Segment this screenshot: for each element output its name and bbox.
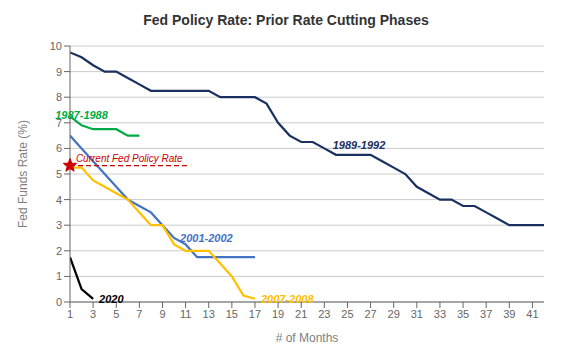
svg-text:3: 3 <box>90 308 96 320</box>
svg-text:8: 8 <box>56 91 62 103</box>
svg-text:21: 21 <box>295 308 307 320</box>
svg-text:7: 7 <box>55 116 62 129</box>
svg-text:1: 1 <box>56 270 62 282</box>
svg-text:2: 2 <box>56 245 62 257</box>
svg-text:Fed Funds Rate (%): Fed Funds Rate (%) <box>16 120 30 228</box>
svg-text:1987-1988: 1987-1988 <box>55 109 108 121</box>
svg-text:2001-2002: 2001-2002 <box>179 232 233 244</box>
svg-text:7: 7 <box>136 308 142 320</box>
svg-text:0: 0 <box>56 296 62 308</box>
svg-text:31: 31 <box>411 308 423 320</box>
svg-text:9: 9 <box>159 308 165 320</box>
svg-text:5: 5 <box>113 308 119 320</box>
svg-text:1: 1 <box>67 308 73 320</box>
svg-text:# of Months: # of Months <box>276 331 339 345</box>
svg-text:41: 41 <box>526 308 538 320</box>
svg-text:6: 6 <box>56 142 62 154</box>
svg-text:4: 4 <box>56 194 62 206</box>
svg-text:11: 11 <box>180 308 191 320</box>
svg-text:1989-1992: 1989-1992 <box>333 139 386 151</box>
svg-text:35: 35 <box>457 308 469 320</box>
svg-text:29: 29 <box>388 308 400 320</box>
svg-text:27: 27 <box>364 308 376 320</box>
svg-text:3: 3 <box>56 219 62 231</box>
svg-text:2020: 2020 <box>98 293 124 305</box>
svg-text:33: 33 <box>434 308 446 320</box>
svg-text:37: 37 <box>480 308 492 320</box>
svg-text:39: 39 <box>503 308 515 320</box>
svg-text:25: 25 <box>341 308 353 320</box>
svg-text:19: 19 <box>272 308 284 320</box>
svg-text:2007-2008: 2007-2008 <box>260 293 314 305</box>
svg-text:10: 10 <box>50 40 62 52</box>
svg-text:Current Fed Policy Rate: Current Fed Policy Rate <box>76 153 183 164</box>
svg-text:9: 9 <box>56 66 62 78</box>
html-text:Fed Policy Rate: Prior Rate Cu: Fed Policy Rate: Prior Rate Cutting Phas… <box>143 12 429 28</box>
svg-text:23: 23 <box>318 308 330 320</box>
svg-text:15: 15 <box>226 308 238 320</box>
svg-text:17: 17 <box>249 308 261 320</box>
svg-text:5: 5 <box>56 168 62 180</box>
svg-text:13: 13 <box>203 308 215 320</box>
